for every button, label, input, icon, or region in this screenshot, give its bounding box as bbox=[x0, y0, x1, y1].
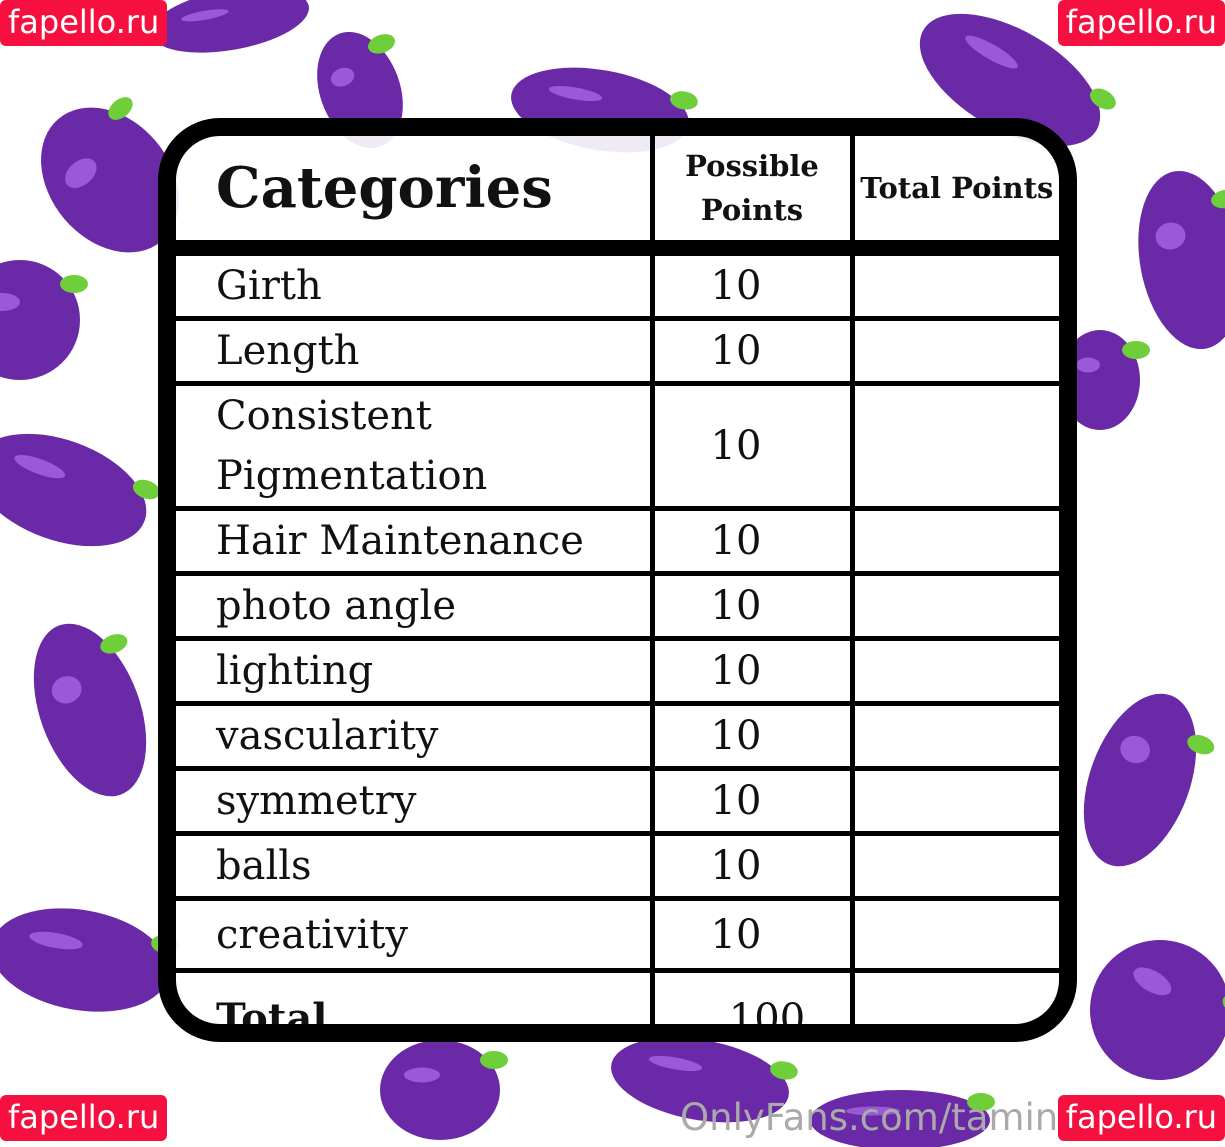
total-points-cell[interactable] bbox=[849, 896, 1059, 973]
possible-points-cell: 10 bbox=[649, 316, 855, 386]
total-points-cell[interactable] bbox=[849, 571, 1059, 641]
possible-points-cell: 10 bbox=[649, 636, 855, 706]
total-points-cell[interactable] bbox=[849, 506, 1059, 576]
table-row: lighting 10 bbox=[176, 636, 1059, 706]
possible-points-cell: 10 bbox=[649, 831, 855, 901]
category-cell: balls bbox=[176, 831, 655, 901]
table-row: Length 10 bbox=[176, 316, 1059, 386]
total-points-cell[interactable] bbox=[849, 245, 1059, 321]
possible-points-cell: 10 bbox=[649, 245, 855, 321]
possible-points-cell: 10 bbox=[649, 896, 855, 973]
table-row: creativity 10 bbox=[176, 896, 1059, 973]
onlyfans-watermark: OnlyFans.com/tamingp bbox=[680, 1096, 1106, 1139]
table-row: vascularity 10 bbox=[176, 701, 1059, 771]
eggplant-icon bbox=[0, 433, 160, 547]
table-row: Consistent Pigmentation 10 bbox=[176, 381, 1059, 511]
possible-points-header: Possible Points bbox=[649, 136, 855, 256]
eggplant-icon bbox=[151, 0, 309, 53]
eggplant-icon bbox=[1083, 693, 1215, 867]
total-points-header: Total Points bbox=[849, 136, 1059, 256]
eggplant-icon bbox=[1090, 940, 1225, 1080]
possible-points-cell: 10 bbox=[649, 571, 855, 641]
category-cell: lighting bbox=[176, 636, 655, 706]
eggplant-icon bbox=[0, 908, 179, 1012]
table-row: photo angle 10 bbox=[176, 571, 1059, 641]
watermark-bottom-right: fapello.ru bbox=[1057, 1095, 1225, 1141]
category-cell: photo angle bbox=[176, 571, 655, 641]
scorecard-table: Categories Possible Points Total Points … bbox=[158, 118, 1077, 1042]
category-cell: Consistent Pigmentation bbox=[176, 381, 655, 511]
table-row: symmetry 10 bbox=[176, 766, 1059, 836]
category-cell: Hair Maintenance bbox=[176, 506, 655, 576]
category-cell: Girth bbox=[176, 245, 655, 321]
eggplant-icon bbox=[0, 260, 88, 380]
eggplant-icon bbox=[919, 13, 1116, 147]
possible-points-cell: 10 bbox=[649, 381, 855, 511]
total-points-cell[interactable] bbox=[849, 831, 1059, 901]
total-label: Total bbox=[176, 968, 655, 1024]
eggplant-icon bbox=[380, 1040, 508, 1140]
total-points-cell[interactable] bbox=[849, 636, 1059, 706]
header-row: Categories Possible Points Total Points bbox=[176, 136, 1059, 256]
table-row: balls 10 bbox=[176, 831, 1059, 901]
total-points-cell[interactable] bbox=[849, 766, 1059, 836]
watermark-top-right: fapello.ru bbox=[1057, 0, 1225, 46]
watermark-bottom-left: fapello.ru bbox=[0, 1095, 168, 1141]
total-possible-cell: 100 bbox=[649, 968, 855, 1024]
possible-points-cell: 10 bbox=[649, 766, 855, 836]
watermark-top-left: fapello.ru bbox=[0, 0, 168, 46]
table-row: Girth 10 bbox=[176, 245, 1059, 321]
total-row: Total 100 bbox=[176, 968, 1059, 1024]
possible-points-cell: 10 bbox=[649, 506, 855, 576]
table-row: Hair Maintenance 10 bbox=[176, 506, 1059, 576]
possible-points-cell: 10 bbox=[649, 701, 855, 771]
eggplant-icon bbox=[33, 623, 147, 797]
total-points-cell[interactable] bbox=[849, 968, 1059, 1024]
eggplant-icon bbox=[41, 97, 179, 253]
total-points-cell[interactable] bbox=[849, 701, 1059, 771]
category-cell: creativity bbox=[176, 896, 655, 973]
total-points-cell[interactable] bbox=[849, 316, 1059, 386]
categories-header: Categories bbox=[176, 136, 655, 256]
category-cell: symmetry bbox=[176, 766, 655, 836]
category-cell: vascularity bbox=[176, 701, 655, 771]
total-points-cell[interactable] bbox=[849, 381, 1059, 511]
eggplant-icon bbox=[1060, 330, 1150, 430]
eggplant-icon bbox=[611, 1037, 798, 1123]
eggplant-icon bbox=[810, 1090, 995, 1147]
eggplant-icon bbox=[1138, 170, 1225, 350]
category-cell: Length bbox=[176, 316, 655, 386]
